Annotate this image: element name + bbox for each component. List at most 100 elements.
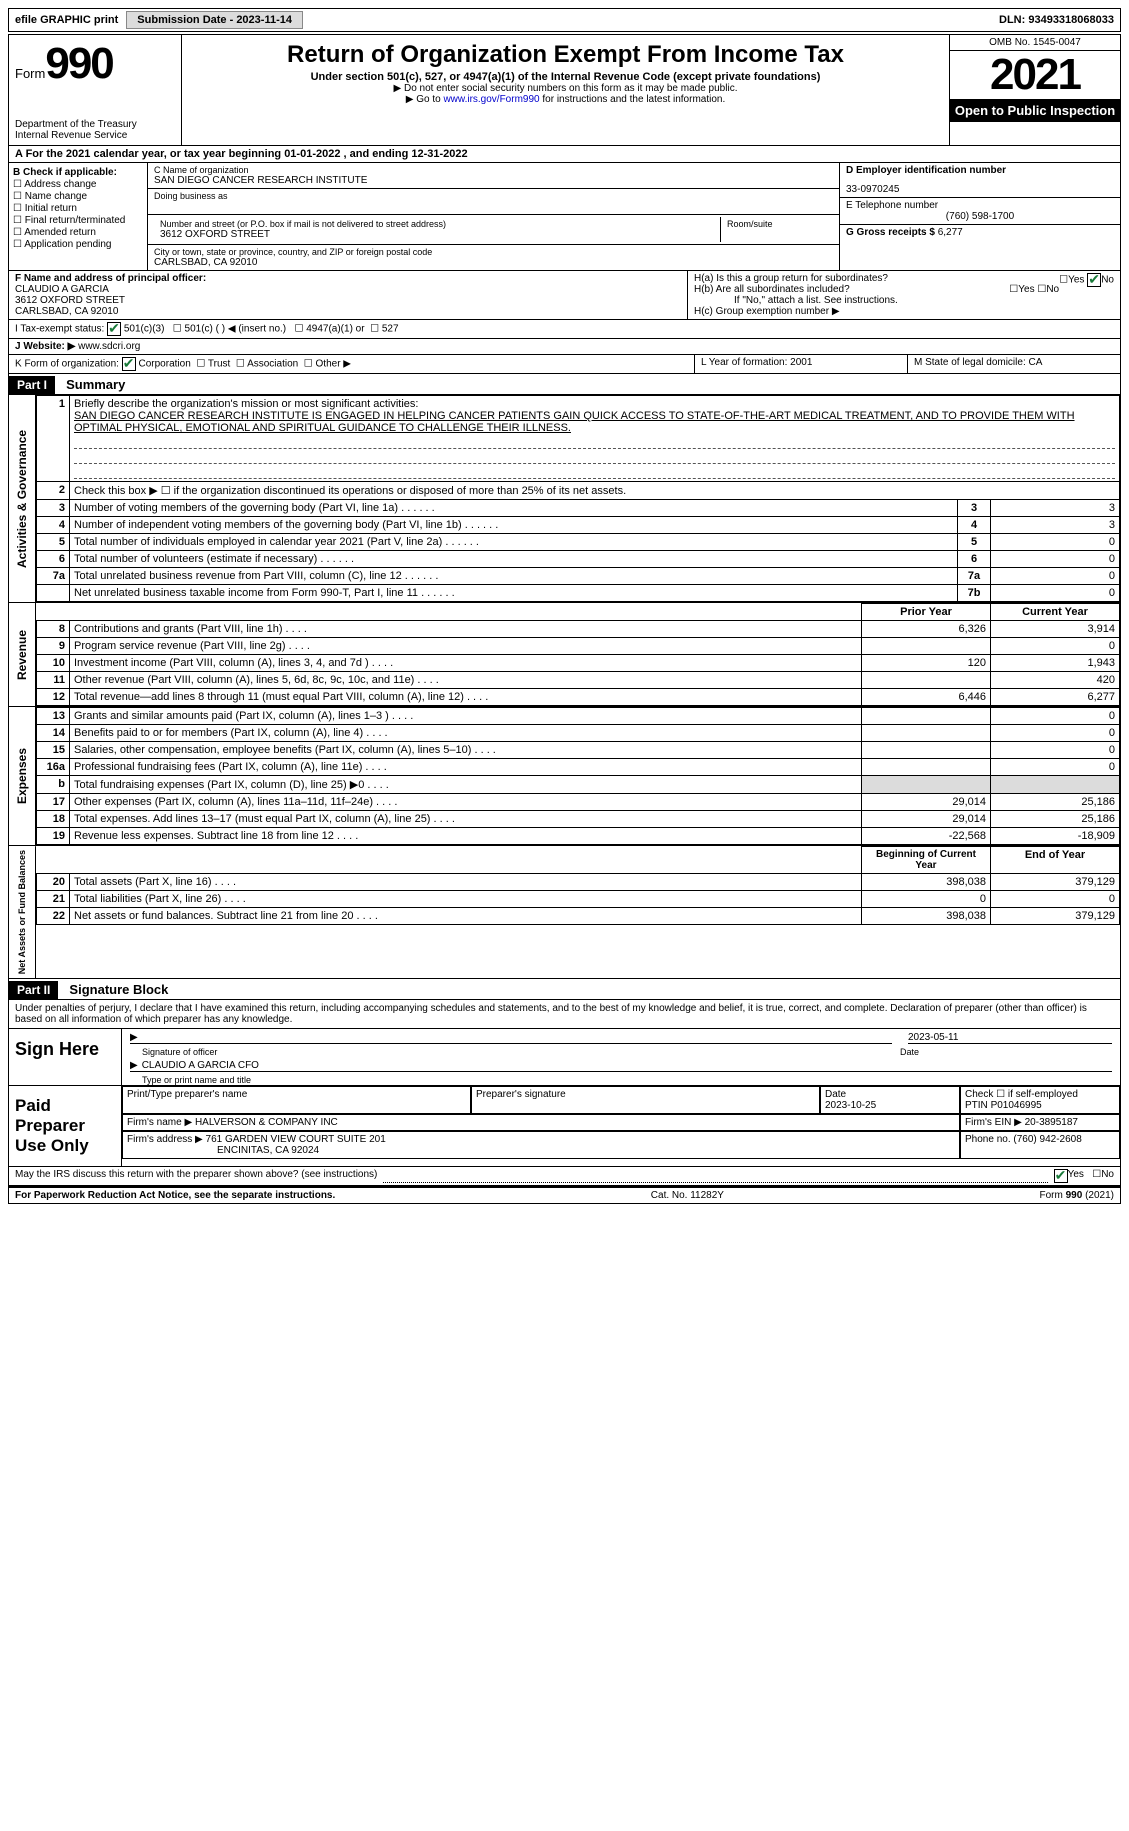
col-bcy: Beginning of Current Year	[862, 847, 991, 874]
box-k-label: K Form of organization:	[15, 359, 119, 370]
line-a-text: A For the 2021 calendar year, or tax yea…	[15, 148, 468, 160]
phone-label: E Telephone number	[846, 200, 1114, 211]
firm-phone: (760) 942-2608	[1013, 1134, 1081, 1145]
omb-number: OMB No. 1545-0047	[950, 35, 1120, 51]
form-title: Return of Organization Exempt From Incom…	[188, 41, 943, 69]
sign-here: Sign Here	[9, 1029, 122, 1085]
chk-initial-return[interactable]: ☐ Initial return	[13, 203, 143, 214]
chk-address-change[interactable]: ☐ Address change	[13, 179, 143, 190]
table-row: 22Net assets or fund balances. Subtract …	[37, 908, 1120, 925]
ein-value: 33-0970245	[846, 176, 1114, 195]
sig-date: 2023-05-11	[908, 1032, 958, 1043]
form-header: Form990 Department of the Treasury Inter…	[8, 34, 1121, 146]
part2-title: Signature Block	[61, 982, 168, 997]
h-c: H(c) Group exemption number ▶	[694, 306, 1114, 317]
firm-name-label: Firm's name ▶	[127, 1117, 192, 1128]
table-row: 17Other expenses (Part IX, column (A), l…	[37, 794, 1120, 811]
org-name: SAN DIEGO CANCER RESEARCH INSTITUTE	[154, 175, 833, 186]
declaration: Under penalties of perjury, I declare th…	[9, 1000, 1120, 1028]
subtitle-1: Under section 501(c), 527, or 4947(a)(1)…	[188, 71, 943, 83]
table-row: bTotal fundraising expenses (Part IX, co…	[37, 776, 1120, 794]
box-l-label: L Year of formation:	[701, 357, 787, 368]
room-label: Room/suite	[727, 219, 827, 229]
chk-amended[interactable]: ☐ Amended return	[13, 227, 143, 238]
discuss-label: May the IRS discuss this return with the…	[15, 1169, 377, 1183]
subtitle-2: ▶ Do not enter social security numbers o…	[188, 83, 943, 94]
side-revenue: Revenue	[9, 603, 36, 706]
table-row: 3Number of voting members of the governi…	[37, 500, 1120, 517]
table-row: 9Program service revenue (Part VIII, lin…	[37, 638, 1120, 655]
col-prior: Prior Year	[862, 604, 991, 621]
irs-link[interactable]: www.irs.gov/Form990	[443, 94, 539, 105]
box-m-label: M State of legal domicile:	[914, 357, 1026, 368]
officer-street: 3612 OXFORD STREET	[15, 295, 681, 306]
website-value: www.sdcri.org	[78, 341, 140, 352]
cat-no: Cat. No. 11282Y	[651, 1190, 724, 1201]
form-word: Form	[15, 66, 45, 81]
table-row: 20Total assets (Part X, line 16) . . . .…	[37, 874, 1120, 891]
table-row: 5Total number of individuals employed in…	[37, 534, 1120, 551]
firm-phone-label: Phone no.	[965, 1134, 1011, 1145]
line1-label: Briefly describe the organization's miss…	[74, 398, 418, 410]
table-row: 11Other revenue (Part VIII, column (A), …	[37, 672, 1120, 689]
firm-addr-label: Firm's address ▶	[127, 1134, 203, 1145]
line-a: A For the 2021 calendar year, or tax yea…	[8, 146, 1121, 163]
city-label: City or town, state or province, country…	[154, 247, 833, 257]
phone-value: (760) 598-1700	[846, 211, 1114, 222]
firm-ein: 20-3895187	[1025, 1117, 1078, 1128]
table-row: 12Total revenue—add lines 8 through 11 (…	[37, 689, 1120, 706]
ein-label: D Employer identification number	[846, 165, 1114, 176]
submission-date-button[interactable]: Submission Date - 2023-11-14	[126, 11, 303, 29]
dba-label: Doing business as	[154, 191, 833, 201]
part1-title: Summary	[58, 377, 125, 392]
chk-name-change[interactable]: ☐ Name change	[13, 191, 143, 202]
self-employed-label: Check ☐ if self-employed	[965, 1089, 1078, 1100]
discuss-yes-checkbox[interactable]	[1054, 1169, 1068, 1183]
subtitle-3: ▶ Go to www.irs.gov/Form990 for instruct…	[188, 94, 943, 105]
form-footer: Form 990 (2021)	[1040, 1190, 1115, 1201]
h-a-no-checkbox[interactable]	[1087, 273, 1101, 287]
box-i-label: I Tax-exempt status:	[15, 324, 104, 335]
prep-name-label: Print/Type preparer's name	[127, 1089, 247, 1100]
box-j-label: J Website: ▶	[15, 341, 75, 352]
year-formation: 2001	[790, 357, 812, 368]
gross-value: 6,277	[938, 227, 963, 238]
side-expenses: Expenses	[9, 707, 36, 845]
sig-officer-label: Signature of officer	[142, 1047, 900, 1057]
table-row: 15Salaries, other compensation, employee…	[37, 742, 1120, 759]
top-bar: efile GRAPHIC print Submission Date - 20…	[8, 8, 1121, 32]
ptin-label: PTIN	[965, 1100, 988, 1111]
table-row: 7aTotal unrelated business revenue from …	[37, 568, 1120, 585]
pra-notice: For Paperwork Reduction Act Notice, see …	[15, 1190, 335, 1201]
officer-name-title: CLAUDIO A GARCIA CFO	[142, 1060, 259, 1071]
section-b-c-d: B Check if applicable: ☐ Address change …	[8, 163, 1121, 271]
chk-501c3[interactable]	[107, 322, 121, 336]
chk-final-return[interactable]: ☐ Final return/terminated	[13, 215, 143, 226]
officer-name: CLAUDIO A GARCIA	[15, 284, 681, 295]
firm-name: HALVERSON & COMPANY INC	[195, 1117, 338, 1128]
table-row: 21Total liabilities (Part X, line 26) . …	[37, 891, 1120, 908]
paid-preparer: Paid Preparer Use Only	[9, 1086, 122, 1166]
box-b-title: B Check if applicable:	[13, 167, 143, 178]
part2-header: Part II	[9, 981, 58, 999]
col-current: Current Year	[991, 604, 1120, 621]
h-note: If "No," attach a list. See instructions…	[694, 295, 1114, 306]
table-row: 6Total number of volunteers (estimate if…	[37, 551, 1120, 568]
efile-label: efile GRAPHIC print	[9, 12, 124, 28]
street-label: Number and street (or P.O. box if mail i…	[160, 219, 714, 229]
name-title-label: Type or print name and title	[142, 1075, 1120, 1085]
col-eoy: End of Year	[991, 847, 1120, 874]
chk-corp[interactable]	[122, 357, 136, 371]
chk-app-pending[interactable]: ☐ Application pending	[13, 239, 143, 250]
table-row: 10Investment income (Part VIII, column (…	[37, 655, 1120, 672]
dept-treasury: Department of the Treasury	[15, 119, 175, 130]
table-row: 13Grants and similar amounts paid (Part …	[37, 708, 1120, 725]
officer-city: CARLSBAD, CA 92010	[15, 306, 681, 317]
table-row: Net unrelated business taxable income fr…	[37, 585, 1120, 602]
table-row: 8Contributions and grants (Part VIII, li…	[37, 621, 1120, 638]
part1-header: Part I	[9, 376, 55, 394]
h-a: H(a) Is this a group return for subordin…	[694, 273, 1114, 284]
date-label: Date	[900, 1047, 1120, 1057]
table-row: 4Number of independent voting members of…	[37, 517, 1120, 534]
side-governance: Activities & Governance	[9, 395, 36, 602]
